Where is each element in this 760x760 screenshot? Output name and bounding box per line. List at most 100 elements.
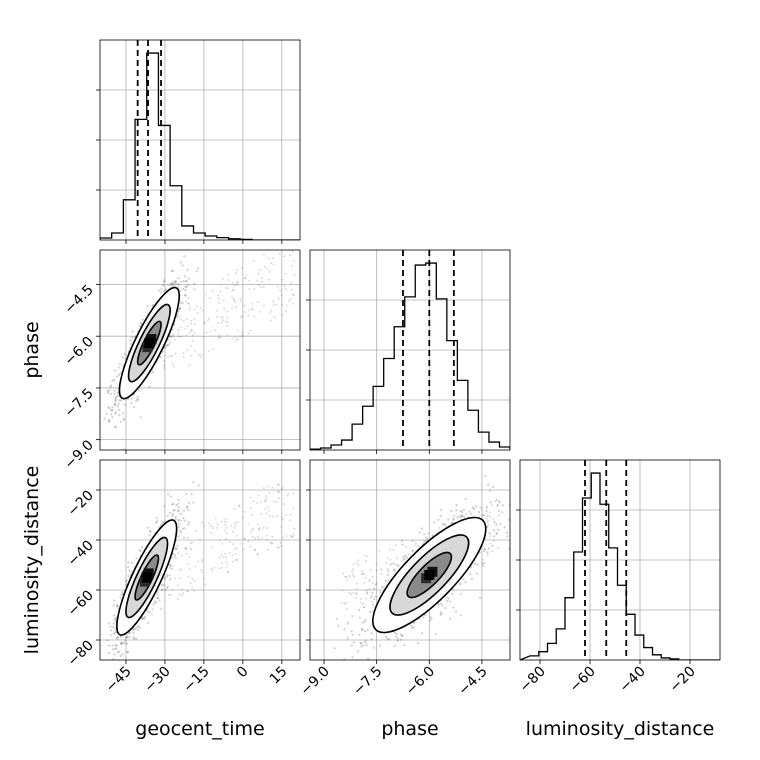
sample-point: [461, 514, 464, 518]
sample-point: [163, 367, 166, 370]
sample-point: [225, 518, 228, 521]
histogram-bar: [489, 442, 500, 450]
sample-point: [482, 558, 485, 561]
sample-point: [103, 417, 106, 420]
sample-point: [355, 588, 358, 591]
sample-point: [412, 626, 415, 629]
sample-point: [172, 508, 175, 512]
sample-point: [508, 547, 510, 551]
sample-point: [452, 518, 456, 521]
sample-point: [371, 581, 374, 584]
sample-point: [108, 389, 111, 392]
sample-point: [234, 521, 237, 524]
sample-point: [130, 401, 133, 405]
sample-point: [207, 349, 210, 352]
sample-point: [270, 542, 273, 545]
sample-point: [164, 588, 167, 591]
sample-point: [117, 408, 121, 412]
sample-point: [157, 359, 160, 362]
sample-point: [189, 582, 192, 585]
sample-point: [463, 515, 466, 519]
histogram-bars: [310, 262, 510, 450]
sample-point: [156, 590, 159, 594]
sample-point: [114, 402, 117, 405]
sample-point: [493, 539, 496, 542]
sample-point: [256, 552, 259, 555]
sample-point: [485, 517, 488, 520]
sample-point: [186, 302, 189, 305]
panel-scatter-phase-luminosity-distance: [306, 459, 511, 684]
sample-point: [112, 632, 116, 635]
sample-point: [431, 534, 434, 537]
sample-point: [279, 289, 282, 292]
sample-point: [284, 514, 287, 517]
sample-point: [123, 353, 126, 356]
sample-point: [185, 300, 188, 303]
sample-point: [163, 577, 166, 581]
sample-point: [365, 559, 368, 562]
sample-point: [368, 579, 371, 582]
histogram-bar: [591, 473, 600, 660]
sample-point: [190, 329, 193, 332]
sample-point: [277, 297, 280, 300]
histogram-bar: [405, 297, 416, 450]
sample-point: [141, 617, 144, 620]
sample-point: [360, 642, 363, 645]
sample-point: [256, 501, 259, 504]
sample-point: [116, 605, 119, 608]
sample-point: [447, 518, 450, 521]
sample-point: [351, 573, 354, 576]
sample-point: [417, 642, 420, 645]
sample-point: [174, 556, 177, 559]
sample-point: [113, 389, 116, 392]
sample-point: [170, 567, 173, 570]
sample-point: [482, 514, 485, 517]
sample-point: [357, 563, 360, 566]
sample-point: [124, 636, 127, 639]
sample-point: [193, 288, 196, 291]
sample-point: [244, 276, 247, 279]
sample-point: [468, 510, 471, 513]
sample-point: [254, 537, 257, 540]
sample-point: [121, 642, 124, 645]
sample-point: [168, 511, 172, 514]
histogram-bar: [644, 648, 653, 660]
sample-point: [451, 517, 454, 520]
histogram-bar: [426, 263, 437, 450]
sample-point: [231, 307, 234, 310]
sample-point: [126, 635, 129, 638]
sample-point: [224, 529, 227, 532]
sample-point: [409, 624, 413, 627]
sample-point: [280, 545, 283, 548]
sample-point: [105, 412, 108, 416]
sample-point: [337, 624, 340, 627]
sample-point: [396, 639, 399, 642]
sample-point: [221, 562, 224, 565]
sample-point: [169, 593, 172, 596]
sample-point: [114, 412, 117, 415]
sample-point: [234, 339, 237, 342]
sample-point: [110, 629, 113, 632]
sample-point: [177, 283, 180, 287]
sample-point: [275, 501, 278, 504]
sample-point: [386, 557, 389, 560]
sample-point: [343, 658, 346, 660]
sample-point: [403, 644, 406, 647]
sample-point: [189, 547, 192, 550]
sample-point: [439, 613, 442, 617]
sample-point: [117, 373, 121, 376]
sample-point: [241, 335, 244, 338]
sample-point: [225, 566, 228, 569]
sample-point: [180, 588, 183, 591]
sample-point: [270, 262, 273, 265]
sample-point: [226, 324, 229, 327]
sample-point: [198, 353, 201, 356]
sample-point: [488, 511, 491, 514]
sample-point: [251, 308, 254, 311]
sample-point: [335, 682, 337, 684]
sample-point: [485, 505, 488, 508]
sample-point: [190, 354, 193, 357]
sample-point: [243, 311, 246, 314]
sample-point: [361, 621, 364, 624]
sample-point: [134, 637, 138, 640]
